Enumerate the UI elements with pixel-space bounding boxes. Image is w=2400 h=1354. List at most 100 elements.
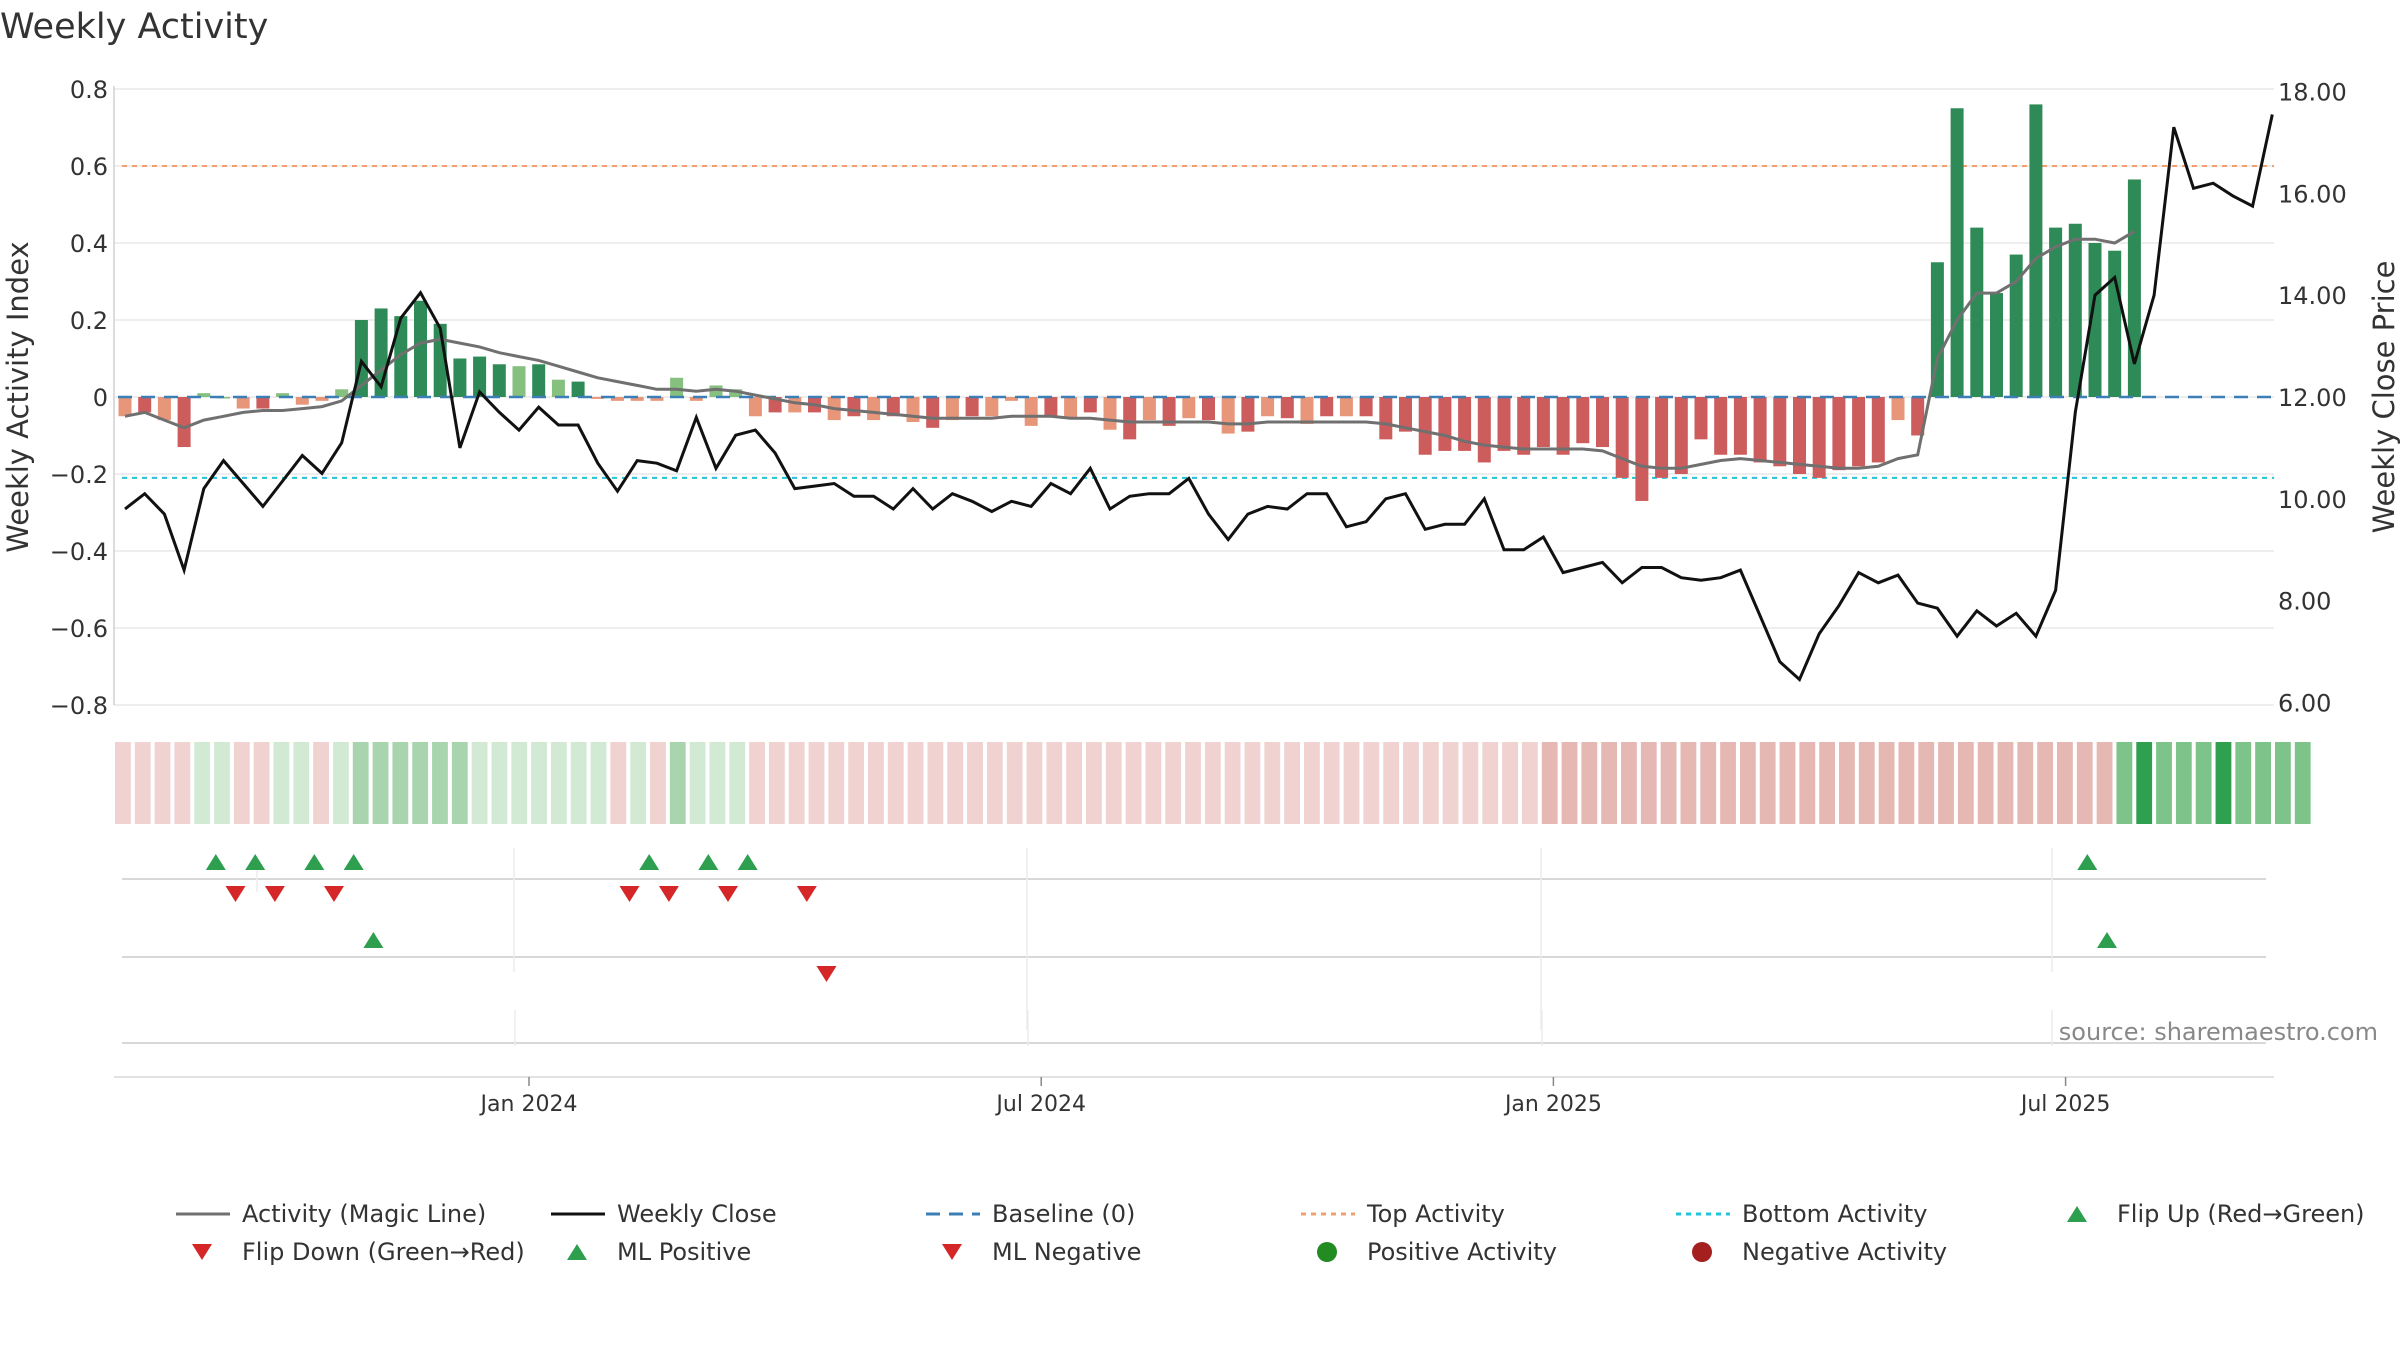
strip-cell <box>630 742 647 824</box>
strip-cell <box>1006 742 1023 824</box>
strip-cell <box>907 742 924 824</box>
strip-cell <box>115 742 131 824</box>
activity-bar <box>650 397 664 401</box>
activity-bar <box>1005 397 1018 401</box>
activity-bar <box>1261 397 1275 417</box>
activity-bar <box>492 364 506 397</box>
activity-bar <box>1556 397 1570 455</box>
marker-panel <box>114 848 2274 1086</box>
legend-item-ml-negative: ML Negative <box>910 1236 1141 1268</box>
strip-cell <box>1541 742 1558 824</box>
y-axis-label-left: Weekly Activity Index <box>1 241 35 552</box>
strip-cell <box>1819 742 1836 824</box>
strip-cell <box>1026 742 1043 824</box>
flip-down-marker <box>324 886 344 902</box>
weekly-close-line <box>124 114 2274 683</box>
strip-cell <box>2255 742 2271 824</box>
legend-item-ml-positive: ML Positive <box>535 1236 751 1268</box>
activity-bar <box>1911 397 1925 436</box>
left-tick-label: −0.6 <box>50 615 108 643</box>
strip-cell <box>1383 742 1400 824</box>
flip-down-marker <box>225 886 246 902</box>
strip-cell <box>1759 742 1776 824</box>
activity-bar <box>1379 397 1393 440</box>
right-tick-label: 12.00 <box>2278 384 2347 412</box>
activity-bar <box>1202 397 1215 421</box>
activity-bar <box>1142 397 1156 421</box>
strip-cell <box>1680 742 1697 824</box>
activity-bar <box>1576 397 1590 444</box>
legend-symbol <box>910 1198 982 1230</box>
left-tick-label: 0.2 <box>70 307 108 335</box>
strip-cell <box>471 742 488 824</box>
activity-bar <box>867 397 881 421</box>
legend-label: Top Activity <box>1367 1200 1505 1228</box>
legend-symbol-graphic <box>2067 1206 2087 1222</box>
strip-cell <box>352 742 369 824</box>
strip-cell <box>1561 742 1578 824</box>
strip-cell <box>1521 742 1538 824</box>
chart-title: Weekly Activity <box>0 7 268 47</box>
activity-bar <box>197 393 211 397</box>
legend-symbol-graphic <box>551 1212 605 1216</box>
strip-cell <box>2275 742 2291 824</box>
strip-cell <box>788 742 805 824</box>
activity-bar <box>315 397 329 401</box>
strip-cell <box>868 742 884 824</box>
left-tick-label: −0.4 <box>50 538 108 566</box>
activity-bar <box>1970 227 1984 397</box>
activity-bar <box>709 385 723 397</box>
strip-cell <box>1363 742 1380 824</box>
activity-bar <box>926 397 940 428</box>
legend-symbol <box>910 1236 982 1268</box>
activity-bar <box>2049 227 2063 397</box>
strip-cell <box>709 742 726 824</box>
strip-cell <box>491 742 508 824</box>
legend-item-top-activity: Top Activity <box>1285 1198 1505 1230</box>
activity-bar <box>1891 397 1905 421</box>
legend-symbol <box>535 1236 607 1268</box>
activity-bar <box>1083 397 1097 413</box>
activity-bar <box>670 377 684 397</box>
strip-cell <box>1244 742 1261 824</box>
activity-bar <box>1793 397 1806 474</box>
strip-cell <box>2116 742 2133 824</box>
strip-cell <box>1303 742 1320 824</box>
legend-label: Negative Activity <box>1742 1238 1948 1266</box>
legend-symbol-graphic <box>192 1244 212 1260</box>
strip-cell <box>2175 742 2192 824</box>
strip-cell <box>134 742 151 824</box>
flip-up-marker <box>205 854 226 870</box>
strip-cell <box>1125 742 1142 824</box>
activity-bar <box>1024 397 1038 426</box>
activity-bar <box>729 389 743 397</box>
strip-cell <box>432 742 448 824</box>
strip-cell <box>848 742 865 824</box>
strip-cell <box>412 742 429 824</box>
strip-cell <box>1938 742 1954 824</box>
strip-cell <box>451 742 468 824</box>
strip-cell <box>1323 742 1340 824</box>
activity-bar <box>886 397 900 417</box>
activity-bar <box>1655 397 1669 478</box>
legend-symbol-graphic <box>567 1244 587 1260</box>
strip-cell <box>2294 742 2311 824</box>
strip-cell <box>1066 742 1083 824</box>
strip-cell <box>1046 742 1063 824</box>
activity-bar <box>532 364 546 397</box>
left-tick-label: 0 <box>93 384 108 412</box>
y-axis-label-right: Weekly Close Price <box>2367 261 2400 534</box>
legend-symbol-shape <box>1317 1242 1337 1262</box>
legend-symbol-graphic <box>926 1212 980 1216</box>
ml-positive-marker <box>2097 932 2117 948</box>
legend-symbol <box>1285 1236 1357 1268</box>
activity-bar <box>906 397 920 423</box>
strip-cell <box>1621 742 1637 824</box>
activity-bar <box>256 397 270 409</box>
strip-cell <box>1145 742 1162 824</box>
strip-cell <box>1898 742 1915 824</box>
legend-item-flip-up: Flip Up (Red→Green) <box>2035 1198 2365 1230</box>
legend-symbol <box>1660 1198 1732 1230</box>
activity-bar <box>473 356 487 397</box>
legend-label: Flip Up (Red→Green) <box>2117 1200 2365 1228</box>
